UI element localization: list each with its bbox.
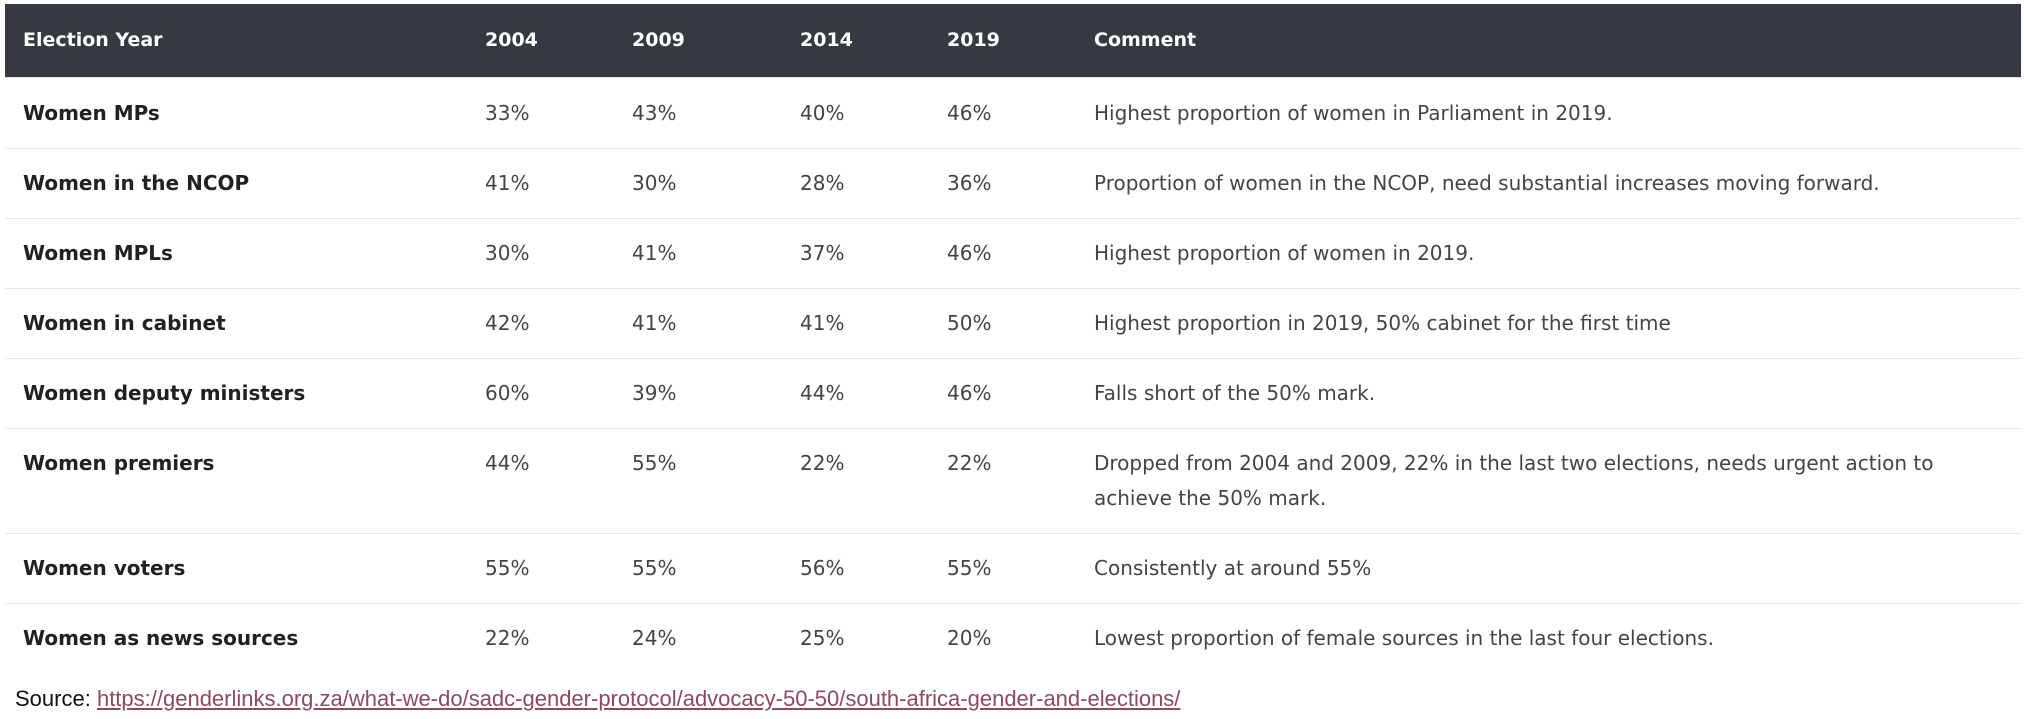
cell-2004: 42% [485,310,530,335]
row-label: Women as news sources [23,625,299,650]
table-row: Women in cabinet 42% 41% 41% 50% Highest… [5,288,2021,358]
source-label: Source: [15,686,91,711]
cell-2009: 39% [632,380,677,405]
table-row: Women as news sources 22% 24% 25% 20% Lo… [5,603,2021,673]
cell-2009: 55% [632,450,677,475]
header-2019[interactable]: 2019 [947,29,1000,52]
table-row: Women MPs 33% 43% 40% 46% Highest propor… [5,77,2021,148]
source-line: Source: https://genderlinks.org.za/what-… [15,686,1180,712]
row-label: Women deputy ministers [23,380,306,405]
cell-2004: 33% [485,100,530,125]
header-2009[interactable]: 2009 [632,29,685,52]
row-label: Women MPs [23,100,160,125]
cell-2019: 46% [947,100,992,125]
cell-2014: 28% [800,170,845,195]
cell-2009: 43% [632,100,677,125]
cell-2004: 41% [485,170,530,195]
cell-2009: 55% [632,555,677,580]
cell-2019: 50% [947,310,992,335]
cell-2014: 37% [800,240,845,265]
cell-2014: 22% [800,450,845,475]
row-label: Women in cabinet [23,310,226,335]
table-header-row: Election Year 2004 2009 2014 2019 Commen… [5,4,2021,77]
cell-2009: 30% [632,170,677,195]
cell-comment: Proportion of women in the NCOP, need su… [1094,170,1880,195]
cell-2004: 44% [485,450,530,475]
cell-2014: 56% [800,555,845,580]
cell-2014: 40% [800,100,845,125]
table-row: Women premiers 44% 55% 22% 22% Dropped f… [5,428,2021,533]
cell-2009: 24% [632,625,677,650]
cell-2009: 41% [632,240,677,265]
table-row: Women voters 55% 55% 56% 55% Consistentl… [5,533,2021,603]
election-table-container: Election Year 2004 2009 2014 2019 Commen… [5,4,2021,673]
cell-2004: 60% [485,380,530,405]
cell-2019: 55% [947,555,992,580]
cell-2009: 41% [632,310,677,335]
cell-2004: 55% [485,555,530,580]
table-row: Women in the NCOP 41% 30% 28% 36% Propor… [5,148,2021,218]
header-2014[interactable]: 2014 [800,29,853,52]
election-table: Election Year 2004 2009 2014 2019 Commen… [5,4,2021,673]
cell-2014: 44% [800,380,845,405]
row-label: Women voters [23,555,186,580]
cell-2019: 20% [947,625,992,650]
cell-2014: 41% [800,310,845,335]
cell-2014: 25% [800,625,845,650]
cell-comment: Highest proportion of women in 2019. [1094,240,1475,265]
cell-comment: Lowest proportion of female sources in t… [1094,625,1714,650]
header-comment[interactable]: Comment [1094,29,1197,52]
table-row: Women deputy ministers 60% 39% 44% 46% F… [5,358,2021,428]
row-label: Women in the NCOP [23,170,250,195]
cell-comment: Consistently at around 55% [1094,555,1372,580]
cell-comment: Falls short of the 50% mark. [1094,380,1376,405]
cell-2019: 22% [947,450,992,475]
table-row: Women MPLs 30% 41% 37% 46% Highest propo… [5,218,2021,288]
cell-2019: 36% [947,170,992,195]
cell-comment: Dropped from 2004 and 2009, 22% in the l… [1094,450,1934,510]
header-2004[interactable]: 2004 [485,29,538,52]
header-election-year[interactable]: Election Year [23,29,163,52]
cell-comment: Highest proportion of women in Parliamen… [1094,100,1613,125]
row-label: Women MPLs [23,240,173,265]
cell-2004: 22% [485,625,530,650]
row-label: Women premiers [23,450,215,475]
cell-2004: 30% [485,240,530,265]
cell-2019: 46% [947,380,992,405]
source-link[interactable]: https://genderlinks.org.za/what-we-do/sa… [96,686,1181,711]
cell-comment: Highest proportion in 2019, 50% cabinet … [1094,310,1671,335]
cell-2019: 46% [947,240,992,265]
